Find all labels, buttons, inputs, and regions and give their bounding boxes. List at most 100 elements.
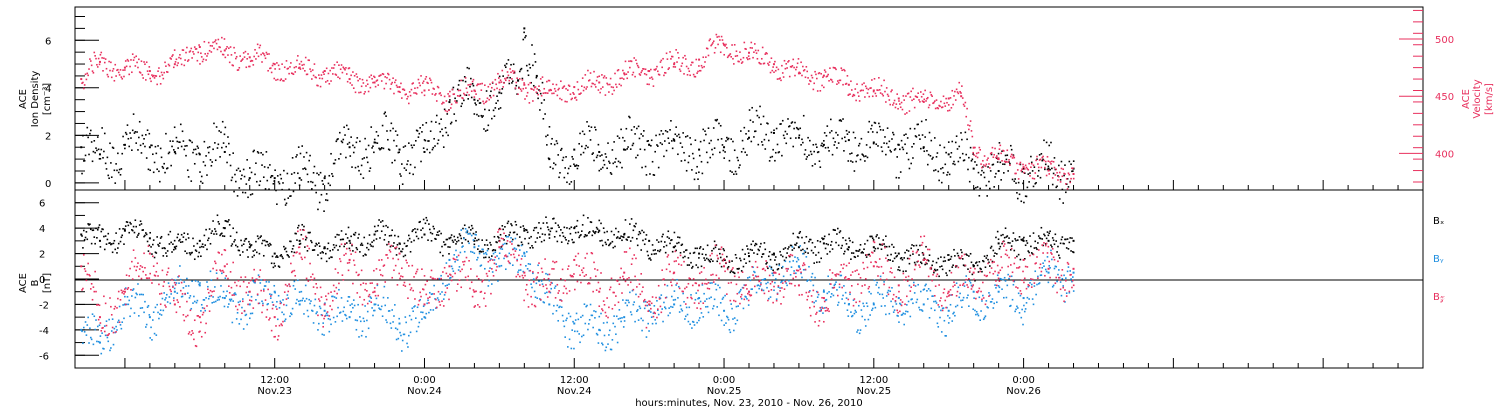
by-point — [1073, 290, 1075, 292]
density-point — [335, 141, 337, 143]
density-point — [529, 64, 531, 66]
by-point — [385, 319, 387, 321]
bx-point — [939, 266, 941, 268]
velocity-point — [824, 69, 826, 71]
density-point — [946, 174, 948, 176]
velocity-point — [1035, 160, 1037, 162]
velocity-point — [950, 97, 952, 99]
velocity-point — [601, 74, 603, 76]
by-point — [1057, 274, 1059, 276]
velocity-point — [553, 93, 555, 95]
bx-point — [301, 224, 303, 226]
bx-point — [367, 243, 369, 245]
density-point — [613, 141, 615, 143]
bx-point — [301, 234, 303, 236]
velocity-point — [598, 89, 600, 91]
velocity-point — [449, 91, 451, 93]
by-point — [773, 289, 775, 291]
velocity-point — [93, 52, 95, 54]
by-point — [168, 282, 170, 284]
by-point — [903, 324, 905, 326]
density-point — [316, 173, 318, 175]
bx-point — [328, 242, 330, 244]
velocity-point — [354, 75, 356, 77]
by-point — [412, 307, 414, 309]
by-point — [811, 276, 813, 278]
velocity-point — [572, 92, 574, 94]
velocity-point — [854, 88, 856, 90]
by-point — [155, 307, 157, 309]
bx-point — [231, 245, 233, 247]
density-point — [565, 156, 567, 158]
density-point — [806, 156, 808, 158]
velocity-point — [559, 98, 561, 100]
velocity-point — [82, 82, 84, 84]
density-point — [393, 140, 395, 142]
velocity-point — [569, 85, 571, 87]
by-point — [1008, 278, 1010, 280]
velocity-point — [171, 56, 173, 58]
by-point — [137, 283, 139, 285]
velocity-point-anchor — [898, 98, 900, 100]
by-point — [681, 308, 683, 310]
bx-point — [121, 235, 123, 237]
velocity-point — [1068, 172, 1070, 174]
bx-point — [396, 254, 398, 256]
bx-point — [1026, 240, 1028, 242]
by-point — [911, 298, 913, 300]
velocity-point — [610, 78, 612, 80]
density-point — [160, 148, 162, 150]
velocity-point — [597, 76, 599, 78]
by-point — [760, 282, 762, 284]
velocity-point-anchor — [698, 59, 700, 61]
by-point — [320, 308, 322, 310]
velocity-point — [564, 85, 566, 87]
bx-point — [150, 246, 152, 248]
bx-point — [484, 244, 486, 246]
by-point — [1036, 284, 1038, 286]
bx-point — [397, 244, 399, 246]
by-point — [525, 265, 527, 267]
velocity-point — [821, 85, 823, 87]
velocity-point — [413, 92, 415, 94]
bx-point — [288, 256, 290, 258]
density-point — [921, 121, 923, 123]
density-point — [736, 173, 738, 175]
density-point — [586, 121, 588, 123]
velocity-point — [303, 64, 305, 66]
bx-point — [835, 242, 837, 244]
bx-point — [768, 256, 770, 258]
bx-point — [903, 271, 905, 273]
density-point — [708, 127, 710, 129]
velocity-point — [963, 104, 965, 106]
bx-point — [117, 247, 119, 249]
density-point — [882, 151, 884, 153]
velocity-point — [798, 58, 800, 60]
by-point — [835, 281, 837, 283]
velocity-point — [1030, 166, 1032, 168]
by-point — [506, 236, 508, 238]
density-point — [969, 181, 971, 183]
bx-point — [749, 261, 751, 263]
density-point — [353, 152, 355, 154]
velocity-point — [361, 85, 363, 87]
by-point — [792, 246, 794, 248]
density-point — [612, 163, 614, 165]
bx-point — [156, 252, 158, 254]
bx-point — [362, 244, 364, 246]
by-point — [298, 300, 300, 302]
by-point — [817, 296, 819, 298]
density-point — [135, 142, 137, 144]
by-point — [684, 318, 686, 320]
bx-point — [438, 234, 440, 236]
bx-point — [205, 229, 207, 231]
bx-point — [889, 246, 891, 248]
bx-point — [500, 234, 502, 236]
density-point — [247, 196, 249, 198]
by-point-anchor — [324, 310, 326, 312]
by-point — [511, 241, 513, 243]
by-point — [426, 303, 428, 305]
density-point — [667, 137, 669, 139]
by-point — [565, 320, 567, 322]
bx-point — [568, 240, 570, 242]
